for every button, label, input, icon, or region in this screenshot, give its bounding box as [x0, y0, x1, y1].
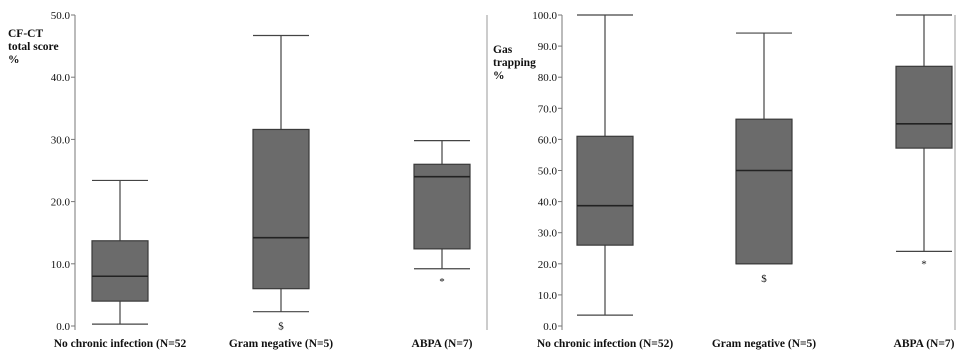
y-tick-label: 20.0: [51, 197, 71, 209]
box-plot-item: $: [735, 32, 793, 285]
y-tick-label: 50.0: [538, 166, 558, 178]
y-axis-label: CF-CT: [8, 28, 43, 40]
box-plot-item: *: [895, 14, 953, 270]
box-plot-item: $: [252, 34, 310, 333]
y-axis-label: trapping: [493, 57, 536, 69]
y-tick-label: 100.0: [532, 10, 557, 22]
y-tick-label: 70.0: [538, 103, 558, 115]
iqr-box: [413, 163, 471, 250]
y-tick-label: 50.0: [51, 10, 71, 22]
iqr-box: [576, 135, 634, 246]
box-plot-item: [576, 14, 634, 316]
y-tick-label: 10.0: [51, 259, 71, 271]
x-category-label: Gram negative (N=5): [229, 338, 333, 350]
y-tick-label: 90.0: [538, 41, 558, 53]
box-plot-item: *: [413, 140, 471, 288]
chart-panel-2: 0.0 10.0 20.0 30.0 40.0 50.0 60.0 70.0 80.0 90.0 1…: [493, 10, 956, 350]
iqr-box: [252, 128, 310, 290]
iqr-box: [735, 118, 793, 265]
significance-marker: *: [921, 258, 927, 270]
y-axis-label: %: [493, 70, 505, 82]
y-tick-label: 30.0: [51, 134, 71, 146]
y-tick-label: 30.0: [538, 228, 558, 240]
box-plot-item: [91, 179, 149, 325]
y-tick-label: 40.0: [538, 197, 558, 209]
y-tick-label: 0.0: [56, 321, 70, 333]
y-tick-label: 10.0: [538, 290, 558, 302]
y-tick-label: 0.0: [543, 321, 557, 333]
y-tick-label: 60.0: [538, 134, 558, 146]
significance-marker: $: [278, 321, 284, 333]
y-axis-label: Gas: [493, 44, 513, 56]
x-category-label: No chronic infection (N=52): [537, 338, 674, 350]
y-axis-label: %: [8, 54, 20, 66]
x-category-label: Gram negative (N=5): [712, 338, 816, 350]
x-category-label: ABPA (N=7): [412, 338, 473, 350]
y-tick-label: 80.0: [538, 72, 558, 84]
x-category-label: ABPA (N=7): [894, 338, 955, 350]
significance-marker: $: [761, 273, 767, 285]
iqr-box: [895, 65, 953, 149]
iqr-box: [91, 240, 149, 302]
y-axis-label: total score: [8, 41, 59, 53]
x-category-label: No chronic infection (N=52: [54, 338, 187, 350]
y-tick-label: 40.0: [51, 72, 71, 84]
y-tick-label: 20.0: [538, 259, 558, 271]
significance-marker: *: [439, 276, 445, 288]
